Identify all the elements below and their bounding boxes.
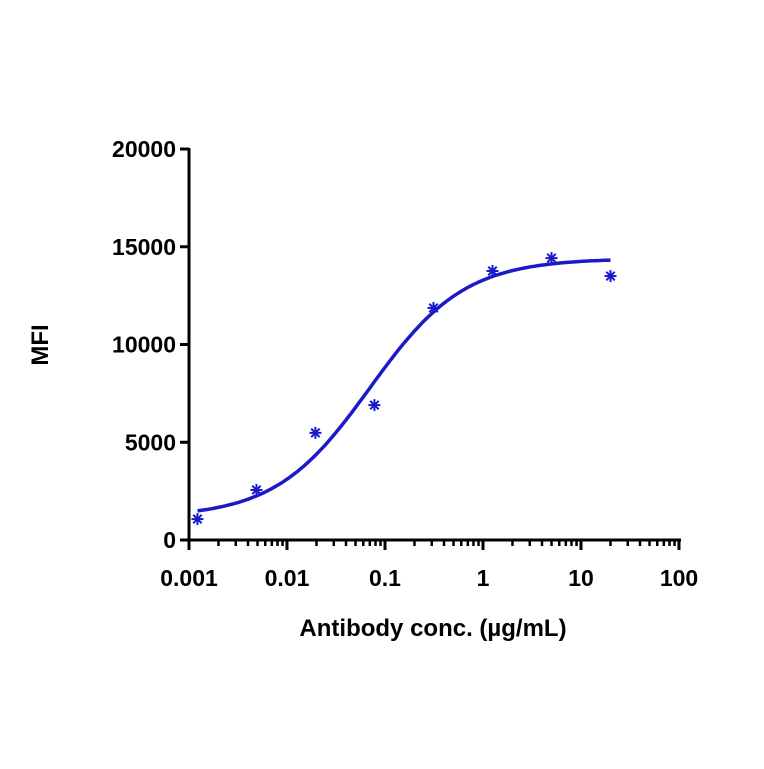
data-point [604, 270, 617, 283]
x-axis-title: Antibody conc. (µg/mL) [299, 615, 566, 642]
asterisk-stroke [546, 253, 557, 264]
data-point [486, 264, 499, 277]
y-tick-label: 15000 [112, 234, 176, 260]
asterisk-stroke [192, 514, 203, 525]
data-point [309, 426, 322, 439]
asterisk-stroke [487, 266, 498, 276]
data-point [250, 483, 263, 496]
data-point [191, 513, 204, 526]
y-tick-label: 0 [163, 527, 176, 553]
fit-curve [197, 258, 611, 513]
x-tick-label: 10 [568, 565, 594, 591]
axes [187, 148, 681, 542]
asterisk-stroke [605, 271, 616, 282]
x-tick-label: 0.01 [265, 565, 310, 591]
data-points [191, 252, 617, 526]
asterisk-stroke [310, 427, 321, 438]
x-tick-label: 100 [660, 565, 698, 591]
asterisk-stroke [428, 302, 439, 313]
ticks: 0 5000 10000 15000 20000 0.001 0.01 0.1 1 10 100 [112, 136, 698, 591]
data-point [427, 301, 440, 314]
asterisk-stroke [369, 400, 380, 411]
data-point [545, 252, 558, 265]
x-tick-label: 0.1 [369, 565, 401, 591]
y-tick-label: 10000 [112, 332, 176, 358]
y-tick-label: 5000 [125, 429, 176, 455]
x-tick-label: 0.001 [160, 565, 218, 591]
x-tick-label: 1 [477, 565, 490, 591]
data-point [368, 399, 381, 412]
asterisk-stroke [251, 485, 262, 495]
y-tick-label: 20000 [112, 136, 176, 162]
y-axis-title: MFI [27, 324, 54, 365]
